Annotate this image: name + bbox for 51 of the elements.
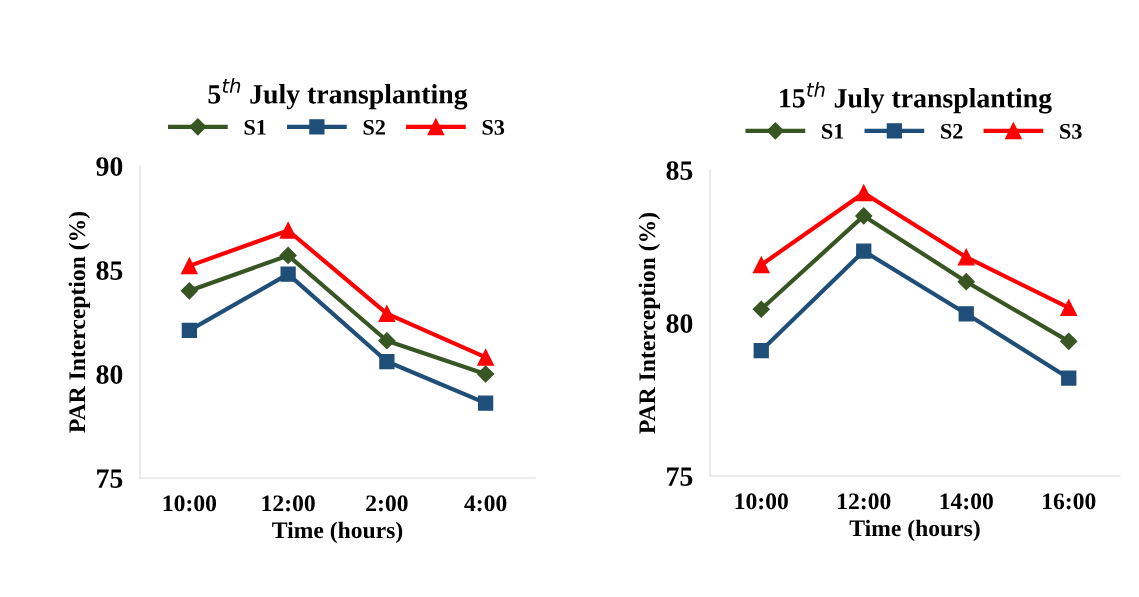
y-axis-title: PAR Interception (%) <box>638 212 660 434</box>
point <box>477 349 494 366</box>
x-tick-label: 12:00 <box>838 493 891 510</box>
y-axis-title: PAR Interception (%) <box>68 211 90 433</box>
point <box>379 353 395 370</box>
point <box>280 266 296 282</box>
point <box>1060 299 1078 317</box>
point <box>1061 370 1077 386</box>
x-tick-label: 10:00 <box>163 495 217 512</box>
legend-label: S3 <box>482 119 505 135</box>
chart-title: 5$^{th}$ July transplanting <box>208 77 468 110</box>
point <box>279 246 297 264</box>
point <box>180 282 198 300</box>
y-tick-label: 80 <box>96 365 123 384</box>
point <box>477 365 495 383</box>
point <box>855 184 873 202</box>
point <box>856 243 872 259</box>
y-tick-label: 90 <box>96 157 123 176</box>
y-tick-label: 75 <box>667 467 693 486</box>
point <box>752 300 770 318</box>
x-tick-label: 2:00 <box>366 495 408 512</box>
y-tick-label: 80 <box>666 314 693 333</box>
x-tick-label: 14:00 <box>940 493 993 510</box>
x-tick-label: 10:00 <box>735 493 788 510</box>
point <box>957 248 975 266</box>
point <box>181 257 198 275</box>
point <box>181 322 198 338</box>
legend-label: S1 <box>822 123 844 139</box>
x-tick-label: 16:00 <box>1043 493 1096 510</box>
point <box>958 306 974 322</box>
point <box>477 395 494 411</box>
point <box>957 273 975 291</box>
legend-label: S2 <box>941 123 963 139</box>
y-tick-label: 75 <box>97 469 123 488</box>
y-tick-label: 85 <box>96 261 123 280</box>
legend-label: S2 <box>363 119 385 135</box>
legend-label: S1 <box>244 119 266 135</box>
x-axis-title: Time (hours) <box>849 519 980 542</box>
point <box>855 207 873 225</box>
chart-title: 15$^{th}$ July transplanting <box>780 81 1052 114</box>
point <box>752 256 770 274</box>
point <box>378 332 396 350</box>
point <box>378 305 396 323</box>
x-axis-title: Time (hours) <box>272 521 403 544</box>
point <box>753 342 769 359</box>
point <box>1060 332 1078 350</box>
y-tick-label: 85 <box>666 161 693 180</box>
legend-label: S3 <box>1060 123 1082 139</box>
x-tick-label: 4:00 <box>464 495 507 512</box>
point <box>279 222 297 239</box>
x-tick-label: 12:00 <box>262 495 315 512</box>
